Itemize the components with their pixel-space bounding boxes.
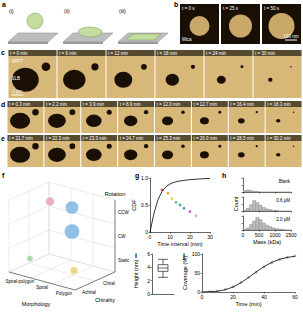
svg-text:40: 40	[261, 294, 267, 300]
svg-text:2.0 µM: 2.0 µM	[276, 217, 290, 222]
svg-text:Count: Count	[233, 196, 239, 211]
svg-text:CCW: CCW	[118, 210, 129, 215]
svg-text:(ii): (ii)	[64, 8, 70, 14]
svg-text:t = 3.9 min: t = 3.9 min	[83, 102, 105, 107]
svg-text:Time (min): Time (min)	[235, 301, 261, 307]
svg-text:Coverage (%): Coverage (%)	[182, 256, 188, 290]
svg-text:0: 0	[201, 294, 204, 300]
svg-text:60: 60	[292, 294, 298, 300]
svg-text:(i): (i)	[9, 8, 14, 14]
svg-text:Height (nm): Height (nm)	[133, 259, 139, 288]
svg-text:4: 4	[147, 264, 150, 270]
svg-text:d: d	[1, 101, 5, 108]
svg-text:t = 12 min: t = 12 min	[108, 51, 128, 56]
svg-text:t = 30 min: t = 30 min	[255, 51, 275, 56]
svg-text:t = 18.3 min: t = 18.3 min	[267, 102, 291, 107]
svg-text:Polygon: Polygon	[56, 291, 73, 296]
svg-text:30: 30	[207, 234, 213, 240]
svg-text:Morphology: Morphology	[22, 301, 51, 307]
svg-text:g: g	[135, 172, 139, 180]
svg-text:100: 100	[192, 251, 201, 257]
svg-text:1.0: 1.0	[141, 175, 148, 181]
svg-text:t = 24.7 min: t = 24.7 min	[120, 136, 144, 141]
svg-text:CDF: CDF	[131, 199, 137, 211]
svg-text:t = 12.0 min: t = 12.0 min	[157, 102, 181, 107]
svg-text:Time interval (min): Time interval (min)	[157, 241, 202, 247]
svg-text:0: 0	[242, 232, 245, 238]
svg-text:Rotation: Rotation	[105, 191, 126, 197]
svg-text:t = 6 min: t = 6 min	[59, 51, 77, 56]
svg-text:(iii): (iii)	[119, 8, 126, 14]
svg-text:Chirality: Chirality	[95, 297, 115, 303]
svg-text:CW: CW	[118, 234, 126, 239]
svg-text:500: 500	[255, 232, 264, 238]
svg-text:t = 16.4 min: t = 16.4 min	[230, 102, 254, 107]
svg-text:t = 0.3 min: t = 0.3 min	[9, 102, 31, 107]
svg-text:2: 2	[147, 278, 150, 284]
svg-text:1500: 1500	[285, 232, 296, 238]
svg-text:t = 0 min: t = 0 min	[10, 51, 28, 56]
svg-text:SLB: SLB	[12, 76, 21, 81]
svg-text:Blank: Blank	[279, 179, 291, 184]
svg-text:t = 12.7 min: t = 12.7 min	[193, 102, 217, 107]
svg-text:Static: Static	[118, 258, 130, 263]
svg-text:1000: 1000	[269, 232, 280, 238]
svg-text:t = 24 min: t = 24 min	[206, 51, 226, 56]
svg-text:0.5: 0.5	[141, 202, 148, 208]
svg-text:t = 2.2 min: t = 2.2 min	[46, 102, 68, 107]
svg-text:Spiral: Spiral	[36, 285, 48, 290]
svg-text:i: i	[135, 252, 137, 259]
svg-text:e: e	[1, 135, 5, 142]
svg-text:100 nm: 100 nm	[283, 34, 298, 39]
svg-text:f: f	[2, 172, 5, 179]
svg-text:0: 0	[197, 289, 200, 295]
svg-text:0: 0	[149, 234, 152, 240]
svg-text:c: c	[1, 49, 5, 56]
svg-text:VPFT: VPFT	[12, 59, 24, 64]
svg-text:50: 50	[194, 270, 200, 276]
svg-text:h: h	[222, 172, 226, 179]
svg-text:t = 8.9 min: t = 8.9 min	[120, 102, 142, 107]
svg-text:Achiral: Achiral	[82, 290, 96, 295]
svg-text:6: 6	[147, 251, 150, 257]
svg-text:t = 25.3 min: t = 25.3 min	[157, 136, 181, 141]
svg-text:1 µm: 1 µm	[12, 89, 22, 94]
svg-text:t = 21.7 min: t = 21.7 min	[9, 136, 33, 141]
svg-text:b: b	[174, 1, 178, 8]
svg-text:Mica: Mica	[182, 37, 192, 42]
svg-text:j: j	[183, 252, 185, 259]
svg-text:t = 26.0 min: t = 26.0 min	[193, 136, 217, 141]
svg-text:20: 20	[230, 294, 236, 300]
svg-text:Spiral-polygon: Spiral-polygon	[6, 279, 35, 284]
svg-text:0.6 µM: 0.6 µM	[276, 198, 290, 203]
svg-text:t = 22.3 min: t = 22.3 min	[46, 136, 70, 141]
svg-text:t = 18 min: t = 18 min	[157, 51, 177, 56]
svg-text:a: a	[2, 1, 6, 8]
svg-text:Chiral: Chiral	[103, 281, 115, 286]
svg-text:t = 25 s: t = 25 s	[223, 6, 239, 11]
svg-text:t = 23.3 min: t = 23.3 min	[83, 136, 107, 141]
svg-text:t = 28.5 min: t = 28.5 min	[230, 136, 254, 141]
svg-text:20: 20	[187, 234, 193, 240]
svg-text:t = 50 s: t = 50 s	[264, 6, 280, 11]
svg-text:10: 10	[167, 234, 173, 240]
svg-text:0: 0	[145, 229, 148, 235]
svg-text:t = 0 s: t = 0 s	[182, 6, 195, 11]
svg-text:Mass (kDa): Mass (kDa)	[253, 239, 281, 245]
svg-text:t = 30.2 min: t = 30.2 min	[267, 136, 291, 141]
svg-text:0: 0	[147, 291, 150, 297]
